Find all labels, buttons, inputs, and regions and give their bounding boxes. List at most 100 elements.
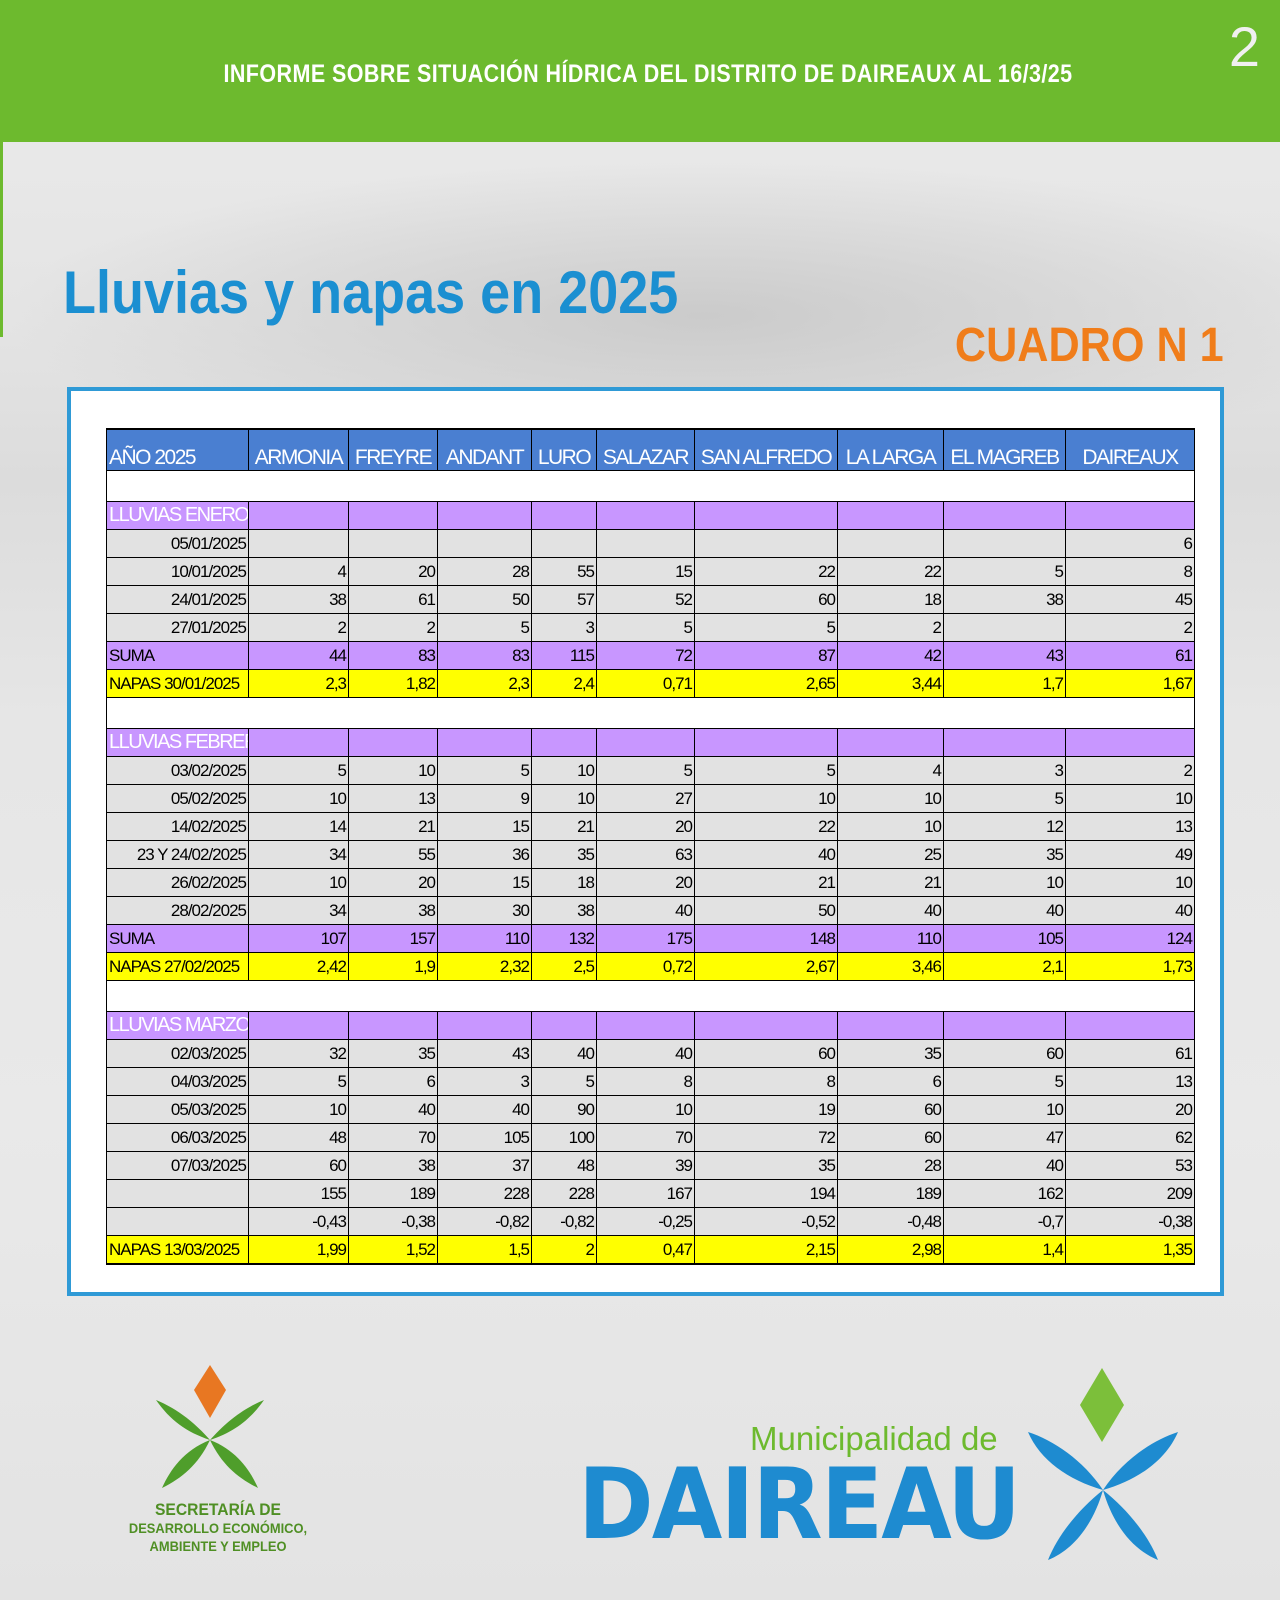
value-cell: 61 (1065, 1039, 1195, 1068)
napas-row: NAPAS 27/02/2025 2,42 1,9 2,32 2,5 0,72 2,67 3,… (106, 952, 1195, 981)
value-cell: 105 (437, 1123, 532, 1152)
napas-cell: 2,3 (437, 669, 532, 698)
value-cell: 40 (943, 896, 1066, 925)
value-cell: 55 (531, 557, 597, 586)
date-cell: 10/01/2025 (106, 557, 249, 586)
table-row: -0,43 -0,38 -0,82 -0,82 -0,25 -0,52 -0,48 -0,7-… (106, 1207, 1195, 1236)
value-cell: 40 (1065, 896, 1195, 925)
value-cell: 13 (1065, 1067, 1195, 1096)
suma-cell: 157 (348, 924, 438, 953)
value-cell: 5 (437, 756, 532, 785)
value-cell: 5 (437, 613, 532, 642)
value-cell: 228 (531, 1179, 597, 1208)
value-cell: 38 (531, 896, 597, 925)
value-cell (348, 529, 438, 558)
value-cell: 40 (837, 896, 944, 925)
suma-cell: 132 (531, 924, 597, 953)
value-cell: 18 (531, 868, 597, 897)
table-row: 07/03/2025 60 38 37 48 39 35 28 40 53 (106, 1151, 1195, 1180)
suma-cell: 43 (943, 641, 1066, 670)
value-cell: 61 (348, 585, 438, 614)
napas-cell: 2,98 (837, 1235, 944, 1265)
value-cell: 38 (348, 1151, 438, 1180)
value-cell: 3 (531, 613, 597, 642)
value-cell: 228 (437, 1179, 532, 1208)
value-cell: 10 (1065, 868, 1195, 897)
value-cell: 22 (837, 557, 944, 586)
column-header: ANDANT (437, 428, 532, 471)
value-cell: 19 (694, 1095, 838, 1124)
value-cell: 3 (437, 1067, 532, 1096)
value-cell: 40 (531, 1039, 597, 1068)
month-section-row: LLUVIAS ENERO (106, 501, 1195, 530)
date-cell: 03/02/2025 (106, 756, 249, 785)
table-card: AÑO 2025 ARMONIA FREYRE ANDANT LURO SALAZAR SA… (67, 387, 1224, 1296)
value-cell: 60 (837, 1123, 944, 1152)
value-cell: 40 (694, 840, 838, 869)
value-cell: 35 (348, 1039, 438, 1068)
value-cell: 40 (596, 1039, 695, 1068)
secretaria-label-2: DESARROLLO ECONÓMICO, (128, 1520, 308, 1536)
report-title: INFORME SOBRE SITUACIÓN HÍDRICA DEL DIST… (223, 60, 1073, 88)
value-cell: 50 (694, 896, 838, 925)
value-cell: 35 (837, 1039, 944, 1068)
value-cell: 60 (248, 1151, 349, 1180)
napas-cell: 2,42 (248, 952, 349, 981)
value-cell: 3 (943, 756, 1066, 785)
value-cell: 63 (596, 840, 695, 869)
table-row: 02/03/2025 32 35 43 40 40 60 35 60 61 (106, 1039, 1195, 1068)
value-cell: 36 (437, 840, 532, 869)
table-row: 14/02/2025 14 21 15 21 20 22 10 12 13 (106, 812, 1195, 841)
value-cell: 37 (437, 1151, 532, 1180)
value-cell: 57 (531, 585, 597, 614)
value-cell: -0,38 (1065, 1207, 1195, 1236)
value-cell: 50 (437, 585, 532, 614)
value-cell: 52 (596, 585, 695, 614)
value-cell: 40 (596, 896, 695, 925)
date-cell: 04/03/2025 (106, 1067, 249, 1096)
secretaria-label-1: SECRETARÍA DE (154, 1500, 282, 1519)
daireaux-x-emblem-icon (1028, 1368, 1178, 1560)
table-row: 10/01/2025 4 20 28 55 15 22 22 5 8 (106, 557, 1195, 586)
value-cell: 14 (248, 812, 349, 841)
suma-cell: 110 (437, 924, 532, 953)
value-cell: 10 (596, 1095, 695, 1124)
value-cell: 2 (248, 613, 349, 642)
value-cell: 6 (1065, 529, 1195, 558)
value-cell: 2 (1065, 756, 1195, 785)
background-photo (0, 160, 1280, 420)
suma-cell: 72 (596, 641, 695, 670)
value-cell: 5 (531, 1067, 597, 1096)
value-cell (837, 529, 944, 558)
value-cell: 2 (348, 613, 438, 642)
page-number: 2 (1228, 15, 1260, 78)
value-cell: 40 (943, 1151, 1066, 1180)
value-cell: 20 (348, 868, 438, 897)
value-cell: 167 (596, 1179, 695, 1208)
header-bar (0, 0, 1280, 142)
value-cell: 39 (596, 1151, 695, 1180)
value-cell: 40 (348, 1095, 438, 1124)
value-cell: -0,48 (837, 1207, 944, 1236)
value-cell: 35 (531, 840, 597, 869)
value-cell: 5 (943, 557, 1066, 586)
spacer-row (106, 697, 1195, 729)
suma-cell: 83 (348, 641, 438, 670)
value-cell: 10 (943, 1095, 1066, 1124)
value-cell: 5 (596, 613, 695, 642)
value-cell: 10 (694, 784, 838, 813)
table-header-row: AÑO 2025 ARMONIA FREYRE ANDANT LURO SALAZAR SA… (106, 428, 1195, 471)
suma-cell: 175 (596, 924, 695, 953)
date-cell: 06/03/2025 (106, 1123, 249, 1152)
value-cell: 5 (694, 756, 838, 785)
value-cell: 6 (837, 1067, 944, 1096)
municipalidad-label: Municipalidad de (750, 1420, 998, 1457)
daireaux-wordmark: DAIREAU (578, 1448, 1021, 1562)
napas-cell: 2,15 (694, 1235, 838, 1265)
value-cell: 4 (837, 756, 944, 785)
month-section-row: LLUVIAS MARZO (106, 1011, 1195, 1040)
value-cell: 43 (437, 1039, 532, 1068)
value-cell: 20 (596, 868, 695, 897)
value-cell: 10 (248, 1095, 349, 1124)
value-cell: 4 (248, 557, 349, 586)
